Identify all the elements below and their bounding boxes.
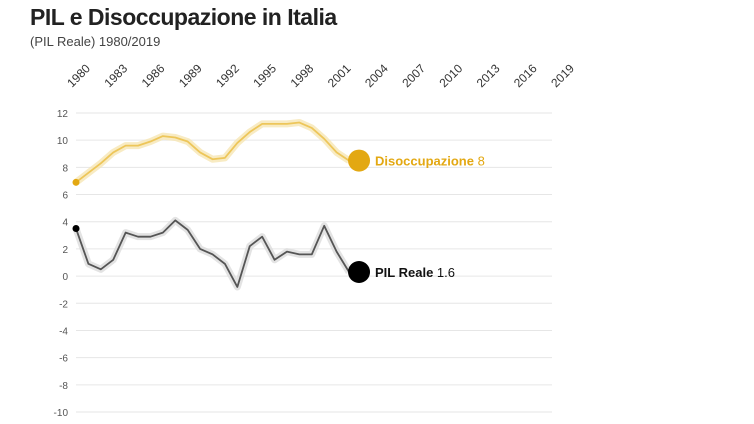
series-value: 1.6	[433, 265, 455, 280]
y-tick-label: -2	[59, 299, 68, 310]
x-tick-label: 2016	[511, 61, 540, 90]
y-tick-label: 8	[62, 163, 68, 174]
y-tick-label: -8	[59, 381, 68, 392]
series-label: Disoccupazione 8	[375, 154, 485, 169]
y-tick-label: 0	[62, 272, 68, 283]
series-start-point	[72, 178, 80, 186]
x-tick-label: 2010	[437, 61, 466, 90]
series-line-pil-reale	[75, 219, 350, 288]
y-tick-label: -6	[59, 354, 68, 365]
series-end-point	[348, 149, 371, 172]
series-value: 8	[474, 154, 485, 169]
y-tick-label: 6	[62, 191, 68, 202]
x-tick-label: 1995	[250, 61, 279, 90]
x-tick-label: 1983	[101, 61, 130, 90]
series-line-disoccupazione	[75, 121, 350, 184]
x-tick-label: 1998	[288, 61, 317, 90]
x-tick-label: 2004	[362, 61, 391, 90]
x-tick-label: 1989	[176, 61, 205, 90]
series-halo	[73, 119, 351, 186]
y-tick-label: -4	[59, 326, 68, 337]
x-tick-label: 2019	[548, 61, 577, 90]
y-tick-label: 10	[57, 136, 69, 147]
x-tick-label: 1980	[64, 61, 93, 90]
x-tick-label: 1986	[139, 61, 168, 90]
y-tick-label: 4	[62, 218, 68, 229]
x-tick-label: 1992	[213, 61, 242, 90]
y-tick-label: 12	[57, 109, 69, 120]
series-name: PIL Reale	[375, 265, 433, 280]
x-tick-label: 2007	[399, 61, 428, 90]
series-end-point	[348, 261, 371, 284]
series-start-point	[72, 225, 80, 233]
chart-subtitle: (PIL Reale) 1980/2019	[30, 34, 161, 49]
series-label: PIL Reale 1.6	[375, 265, 455, 280]
x-tick-label: 2013	[474, 61, 503, 90]
x-tick-label: 2001	[325, 61, 354, 90]
y-tick-label: 2	[62, 245, 68, 256]
chart-title: PIL e Disoccupazione in Italia	[30, 4, 337, 30]
y-tick-label: -10	[54, 408, 69, 419]
series-name: Disoccupazione	[375, 154, 474, 169]
